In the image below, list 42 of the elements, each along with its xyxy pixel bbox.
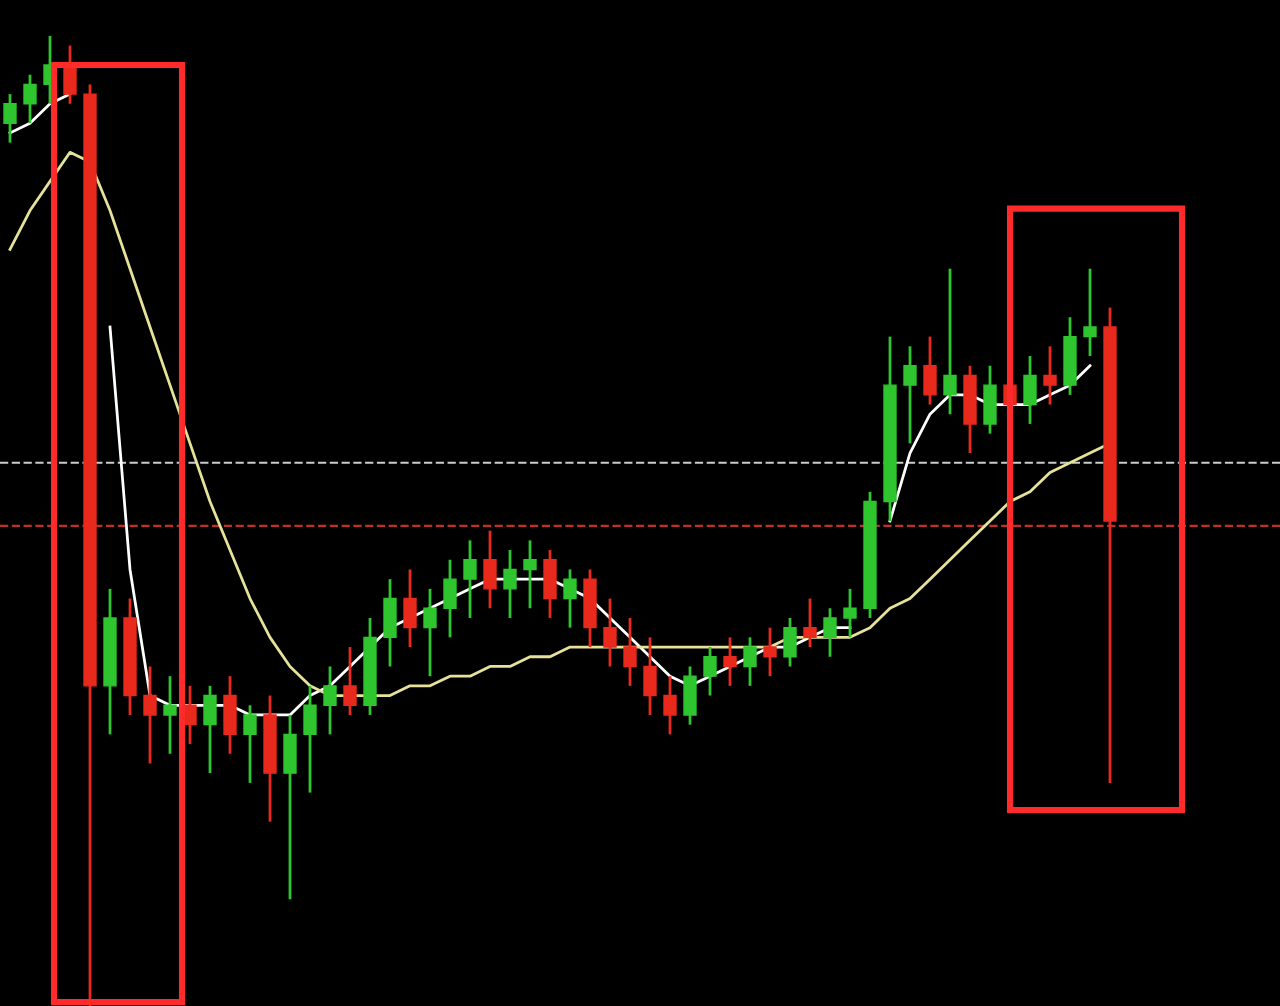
candlestick	[203, 684, 217, 775]
candlestick	[563, 568, 577, 630]
candlestick	[983, 364, 997, 436]
candlestick	[1023, 354, 1037, 426]
candlestick	[243, 703, 257, 785]
candlestick	[483, 529, 497, 610]
candlestick	[743, 635, 757, 688]
candlestick	[63, 44, 77, 106]
candlestick	[823, 606, 837, 659]
candlestick	[423, 587, 437, 678]
candlestick	[343, 645, 357, 717]
candlestick	[723, 635, 737, 688]
candlestick	[303, 684, 317, 794]
candlestick	[323, 665, 337, 736]
candlestick	[843, 587, 857, 639]
candlestick	[1043, 344, 1057, 406]
candlestick	[763, 626, 777, 678]
candlestick	[663, 674, 677, 736]
candlestick	[403, 568, 417, 649]
candlestick	[623, 616, 637, 688]
candlestick	[163, 674, 177, 756]
candlestick	[223, 674, 237, 756]
candlestick	[943, 267, 957, 416]
candlestick	[443, 558, 457, 639]
candlestick	[803, 597, 817, 649]
candlestick	[643, 635, 657, 717]
candlestick	[383, 577, 397, 668]
candlestick	[1083, 267, 1097, 358]
candlestick	[903, 344, 917, 445]
candlestick	[603, 597, 617, 668]
candlestick	[463, 538, 477, 620]
candlestick	[703, 645, 717, 697]
candlestick	[283, 713, 297, 901]
candlestick	[23, 73, 37, 125]
candlestick	[683, 665, 697, 727]
candlestick	[3, 92, 17, 144]
candlestick	[923, 335, 937, 406]
candlestick	[543, 548, 557, 620]
candlestick	[523, 538, 537, 610]
candlestick	[143, 665, 157, 765]
candlestick	[783, 616, 797, 668]
candlestick	[503, 548, 517, 620]
